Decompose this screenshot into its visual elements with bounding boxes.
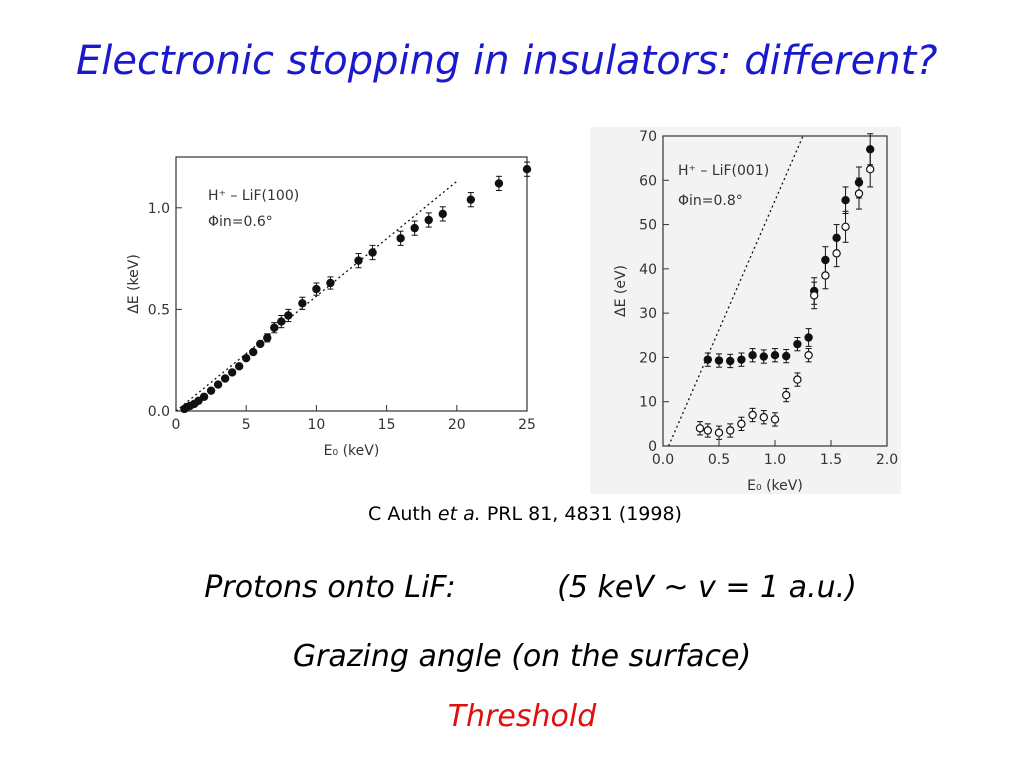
citation: C Auth et a. PRL 81, 4831 (1998) — [368, 503, 682, 525]
data-point — [737, 419, 746, 429]
data-point — [770, 415, 780, 424]
data-point — [821, 271, 830, 280]
annotation: H⁺ – LiF(001) — [678, 163, 769, 179]
y-tick-label: 1.0 — [148, 201, 170, 217]
data-point — [199, 392, 209, 401]
data-point — [759, 352, 769, 361]
reference-line — [668, 135, 804, 447]
text-line: Grazing angle (on the surface) — [293, 639, 751, 674]
y-tick-label: 60 — [639, 173, 657, 189]
data-point — [270, 323, 279, 332]
y-tick-label: 0.0 — [148, 404, 170, 420]
annotation: H⁺ – LiF(100) — [208, 188, 299, 204]
citation-ref: PRL 81, 4831 (1998) — [487, 503, 682, 525]
y-tick-label: 70 — [639, 129, 657, 145]
data-point — [522, 164, 532, 174]
annotation: Φin=0.8° — [678, 193, 743, 209]
data-point — [748, 410, 757, 420]
data-point — [312, 284, 321, 294]
y-tick-label: 0 — [648, 439, 657, 455]
x-axis-label: E₀ (keV) — [324, 443, 380, 459]
x-tick-label: 1.0 — [764, 452, 786, 468]
y-tick-label: 50 — [639, 218, 657, 234]
y-tick-label: 0.5 — [148, 302, 170, 318]
x-tick-label: 10 — [307, 417, 325, 433]
data-point — [354, 256, 363, 265]
data-point — [703, 355, 713, 364]
slide-title: Electronic stopping in insulators: diffe… — [76, 38, 938, 84]
x-tick-label: 20 — [448, 417, 466, 433]
data-point — [695, 424, 705, 433]
data-point — [284, 311, 293, 320]
x-tick-label: 0.5 — [708, 452, 730, 468]
data-point — [220, 374, 230, 383]
data-point — [298, 299, 307, 308]
highlight-text: Threshold — [448, 699, 597, 734]
data-point — [256, 339, 265, 349]
data-point — [438, 209, 447, 219]
data-point — [234, 362, 244, 371]
text-line: (5 keV ~ v = 1 a.u.) — [557, 570, 857, 605]
data-point — [466, 195, 476, 204]
annotation: Φin=0.6° — [208, 214, 273, 230]
data-point — [424, 215, 433, 225]
data-point — [241, 353, 251, 363]
data-point — [249, 347, 258, 357]
data-point — [737, 355, 746, 364]
x-axis-label: E₀ (keV) — [747, 478, 803, 494]
data-point — [782, 351, 791, 361]
citation-author: C Auth — [368, 503, 432, 525]
data-point — [396, 234, 405, 243]
data-point — [782, 390, 791, 400]
y-tick-label: 20 — [639, 350, 657, 366]
data-point — [748, 351, 757, 360]
y-tick-label: 10 — [639, 395, 657, 411]
x-tick-label: 0 — [172, 417, 181, 433]
data-point — [854, 189, 864, 198]
data-point — [810, 291, 819, 300]
plot-frame — [175, 156, 528, 412]
data-point — [866, 165, 875, 174]
data-point — [841, 196, 850, 205]
x-tick-label: 25 — [518, 417, 536, 433]
data-point — [194, 396, 203, 406]
data-point — [793, 339, 802, 349]
x-tick-label: 5 — [242, 417, 251, 433]
data-point — [714, 356, 724, 365]
text-line: Protons onto LiF: — [204, 570, 455, 605]
data-point — [213, 380, 223, 389]
data-point — [714, 428, 724, 437]
x-tick-label: 0.0 — [652, 452, 674, 468]
data-point — [759, 413, 769, 422]
data-point — [804, 333, 813, 342]
figure-panel — [590, 127, 901, 494]
data-point — [841, 222, 850, 231]
data-point — [804, 351, 813, 360]
y-tick-label: 40 — [639, 262, 657, 278]
data-point — [326, 278, 335, 288]
data-point — [206, 386, 216, 395]
data-point — [494, 179, 504, 188]
reference-line — [175, 180, 458, 412]
x-tick-label: 1.5 — [820, 452, 842, 468]
y-axis-label: ΔE (keV) — [126, 254, 142, 314]
x-tick-label: 15 — [378, 417, 396, 433]
charts: 0 5 10 15 20 25 0.0 0.5 1.0 E₀ (keV) ΔE (keV) H⁺ – … — [126, 129, 898, 494]
y-tick-label: 30 — [639, 306, 657, 322]
x-tick-label: 2.0 — [876, 452, 898, 468]
data-point — [726, 426, 735, 435]
data-point — [832, 249, 841, 258]
data-point — [726, 356, 735, 366]
citation-etal: et a. — [438, 503, 481, 525]
data-point — [410, 223, 419, 233]
data-point — [263, 333, 272, 343]
data-point — [703, 426, 713, 435]
y-axis-label: ΔE (eV) — [613, 265, 629, 317]
data-point — [227, 368, 237, 377]
data-point — [770, 351, 780, 360]
data-point — [368, 248, 377, 257]
data-point — [793, 375, 802, 384]
